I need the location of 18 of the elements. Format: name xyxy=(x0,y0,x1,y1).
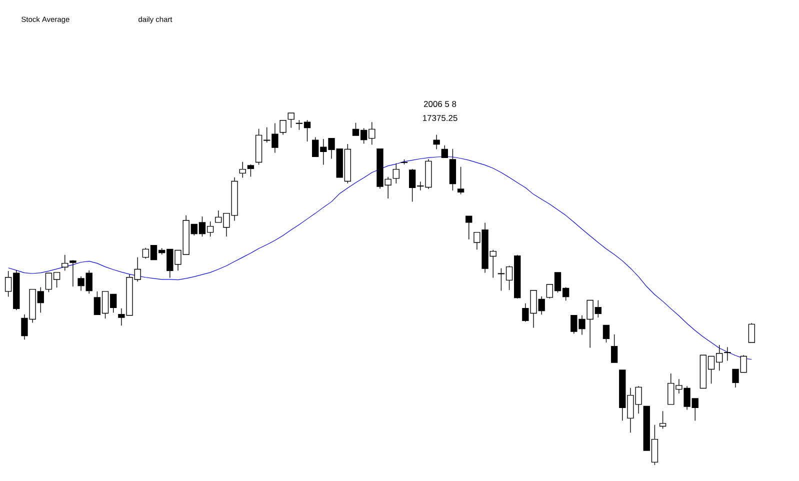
candlestick xyxy=(280,120,286,136)
candlestick xyxy=(748,322,756,343)
candlestick xyxy=(466,216,472,240)
candlestick xyxy=(724,346,731,362)
candlestick xyxy=(288,112,294,128)
annotation: 17375.25 xyxy=(422,114,458,121)
candlestick xyxy=(247,164,254,178)
candlestick xyxy=(441,145,448,158)
candlestick xyxy=(392,162,400,184)
candlestick xyxy=(610,334,618,363)
candlestick xyxy=(62,254,68,272)
candlestick xyxy=(602,324,610,343)
candlestick xyxy=(457,166,464,195)
text: 2006 5 8 xyxy=(424,101,456,107)
candlestick xyxy=(70,260,76,287)
candlestick xyxy=(239,162,246,178)
candlestick xyxy=(659,410,666,430)
candlestick xyxy=(433,134,440,150)
